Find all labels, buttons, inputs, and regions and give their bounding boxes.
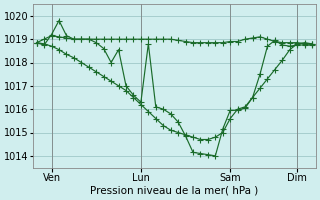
X-axis label: Pression niveau de la mer( hPa ): Pression niveau de la mer( hPa ) bbox=[90, 186, 259, 196]
